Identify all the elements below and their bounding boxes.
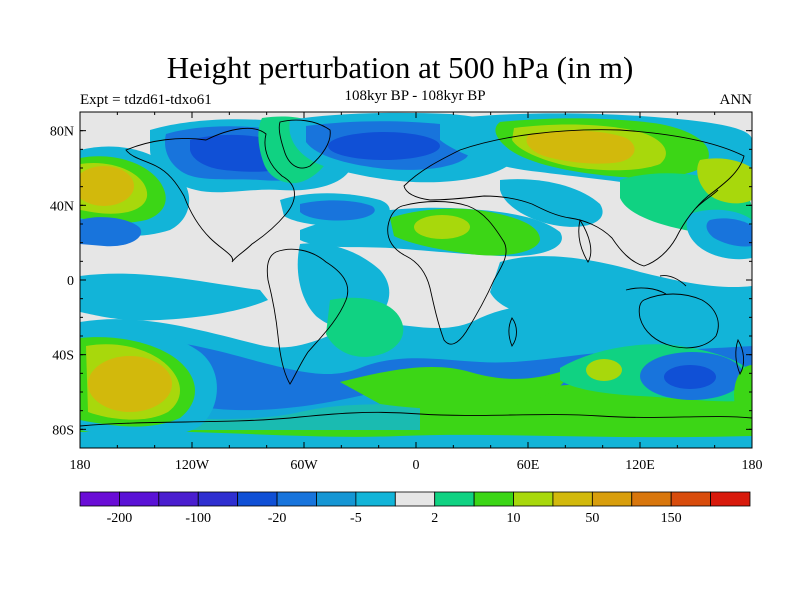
lat-label: 80S <box>52 423 74 438</box>
contour-south-atlantic-green <box>340 366 568 410</box>
colorbar-swatch <box>276 491 317 507</box>
contour-mideast-cyan <box>500 179 603 227</box>
contour-tropical-pacific-cyan <box>80 273 268 321</box>
contour-atlantic-blue-patch <box>300 200 375 221</box>
colorbar-swatch <box>355 491 396 507</box>
contour-north-pacific-yellow <box>80 166 134 206</box>
lat-label: 80N <box>50 125 74 140</box>
contour-east-edge-green <box>734 365 752 425</box>
colorbar-label: -20 <box>268 511 287 526</box>
coast-new-zealand <box>735 338 745 376</box>
lon-label: 60W <box>290 458 318 473</box>
colorbar-label: 10 <box>507 511 521 526</box>
coast-greenland <box>278 119 331 169</box>
colorbar-swatch <box>197 491 239 507</box>
contour-europe-dblue <box>328 132 440 160</box>
colorbar-swatch <box>631 491 672 507</box>
longitude-labels: 180 120W 60W 0 60E 120E 180 <box>70 458 763 473</box>
coast-madagascar <box>508 317 517 347</box>
axis-ticks <box>79 111 753 449</box>
colorbar-label: -200 <box>107 511 133 526</box>
contour-field <box>80 112 752 448</box>
lat-label: 40N <box>50 199 74 214</box>
colorbar-swatch <box>473 491 514 507</box>
lon-label: 60E <box>517 458 540 473</box>
contour-atlantic-green <box>326 297 404 357</box>
colorbar-swatch <box>119 491 160 507</box>
lon-label: 120W <box>175 458 210 473</box>
contour-east-asia-ygreen <box>697 158 752 204</box>
lat-label: 40S <box>52 349 74 364</box>
colorbar-swatch <box>710 491 751 507</box>
contour-west-pacific-blue2 <box>706 218 752 247</box>
colorbar-label: 50 <box>585 511 599 526</box>
lat-label: 0 <box>67 274 74 289</box>
contour-tropical-indian-cyan <box>490 256 752 333</box>
coast-australia <box>638 293 719 349</box>
colorbar-label: 2 <box>431 511 438 526</box>
contour-nz-dblue <box>664 365 716 389</box>
coast-india <box>578 218 592 263</box>
map-title: Height perturbation at 500 hPa (in m) <box>166 50 634 85</box>
contour-west-pacific-blue <box>80 217 142 247</box>
contour-antarctic-cyan <box>80 431 752 448</box>
colorbar-swatch <box>316 491 357 507</box>
colorbar-swatch <box>670 491 711 507</box>
colorbar-swatch <box>158 491 199 507</box>
coast-antarctica <box>80 411 752 427</box>
colorbar-label: -100 <box>185 511 211 526</box>
colorbar-label: 150 <box>661 511 682 526</box>
contour-sahara-ygreen <box>414 215 470 239</box>
contour-siberia-yellow <box>526 130 635 164</box>
colorbar-swatch <box>79 491 120 507</box>
coast-north-america <box>125 127 295 263</box>
coast-africa <box>387 201 507 345</box>
colorbar <box>79 491 751 507</box>
lon-label: 180 <box>70 458 91 473</box>
lon-label: 180 <box>742 458 763 473</box>
colorbar-label: -5 <box>350 511 362 526</box>
colorbar-swatch <box>434 491 475 507</box>
colorbar-swatch <box>591 491 633 507</box>
season-label: ANN <box>719 92 753 108</box>
coastlines <box>80 119 752 427</box>
contour-indian-ygreen <box>586 359 622 381</box>
colorbar-swatch <box>394 491 436 507</box>
experiment-label: Expt = tdzd61-tdxo61 <box>80 92 212 108</box>
coast-south-america <box>266 248 349 385</box>
contour-sw-pacific-yellow <box>88 356 172 412</box>
colorbar-swatch <box>237 491 278 507</box>
colorbar-labels: -200 -100 -20 -5 2 10 50 150 <box>107 511 682 526</box>
period-label: 108kyr BP - 108kyr BP <box>344 88 486 104</box>
colorbar-swatch <box>552 491 593 507</box>
coast-indonesia <box>625 275 687 295</box>
lon-label: 120E <box>625 458 655 473</box>
latitude-labels: 80N 40N 0 40S 80S <box>50 125 74 439</box>
coast-japan <box>695 189 719 209</box>
coast-eurasia <box>403 129 745 267</box>
lon-label: 0 <box>413 458 420 473</box>
colorbar-swatch <box>513 491 554 507</box>
